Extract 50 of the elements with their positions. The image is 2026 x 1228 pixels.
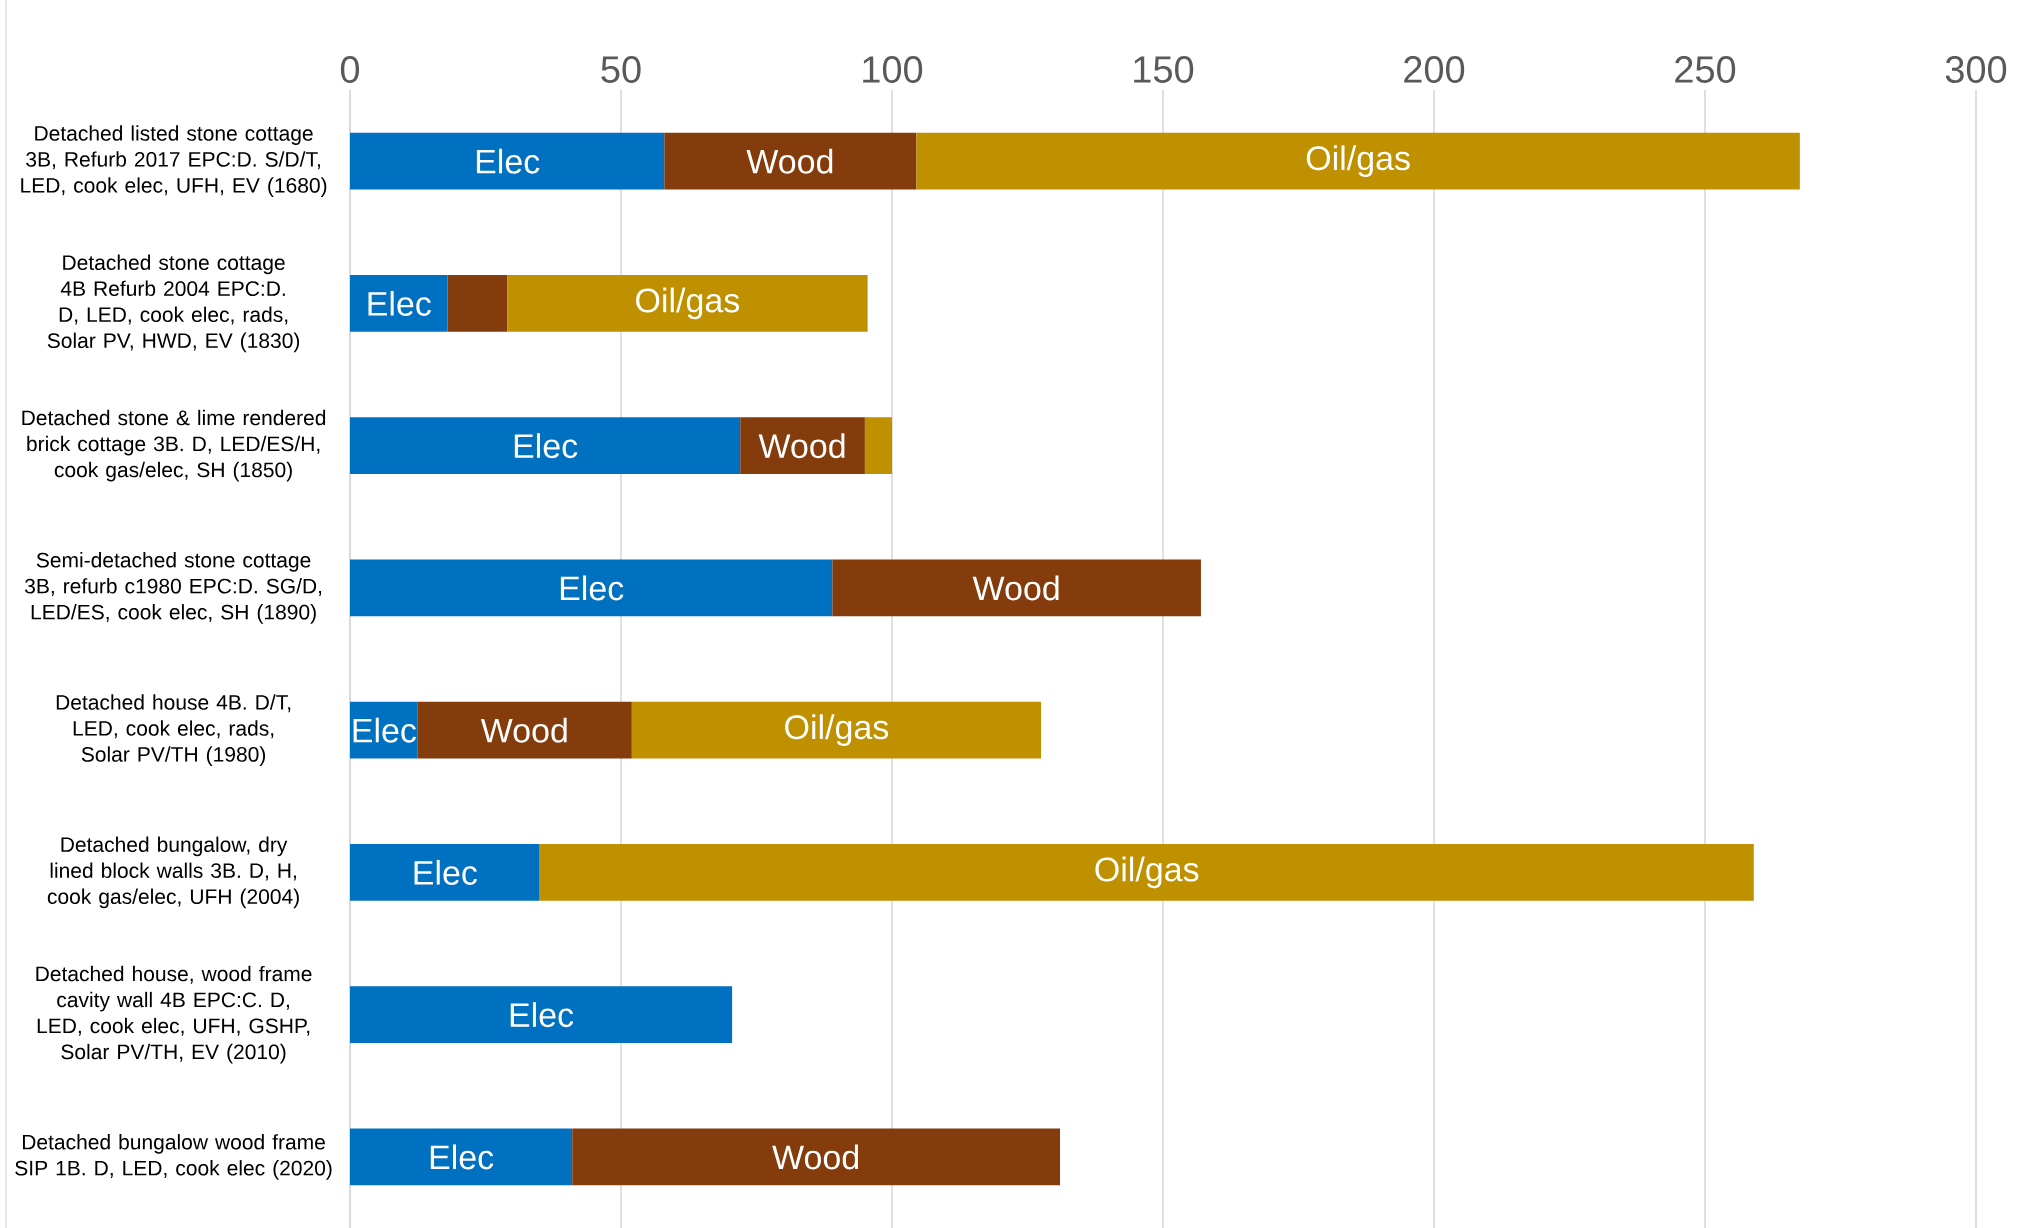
y-tick-label: Detached house 4B. D/T, LED, cook elec, rads, Solar PV/TH (1980) [56,694,291,766]
x-tick-label: 200 [1404,56,1465,83]
bar [349,1128,573,1186]
x-tick-label: 250 [1675,56,1736,83]
bar [349,274,448,332]
x-tick-label: 50 [601,56,641,83]
text: Wood [746,148,833,174]
text: Elec [510,1002,574,1028]
bar [631,701,1042,759]
text: Elec [560,575,624,601]
text: Elec [430,1144,494,1170]
text: Oil/gas [785,714,889,746]
text: Elec [476,148,540,174]
x-tick-label: 150 [1134,56,1194,83]
text: Elec [514,433,578,459]
y-tick-label: Detached bungalow wood frame SIP 1B. D, LED, cook elec (2020) [15,1134,332,1180]
bar [417,701,632,759]
bar [572,1128,1061,1186]
text: Wood [972,575,1059,601]
bar [740,417,865,475]
series-label: Oil/gas [1306,145,1410,177]
bar [916,132,1800,190]
bar [507,274,868,332]
x-tick-label: 300 [1945,56,2007,83]
bar [539,843,1754,901]
series-label: Wood [772,1144,859,1170]
y-tick-label: Detached stone & lime rendered brick cottage 3B. D, LED/ES/H, cook gas/elec, SH (1850) [22,409,326,482]
bar [447,274,508,332]
x-tick-label: 0 [340,56,360,83]
y-tick-label: Detached listed stone cottage 3B, Refurb 2017 EPC:D. S/D/T, LED, cook elec, UFH, EV (1680) [21,125,327,197]
bar [349,559,833,617]
text: Wood [758,433,845,459]
text: Oil/gas [636,287,740,320]
y-tick-label: Detached stone cottage 4B Refurb 2004 EPC:D. D, LED, cook elec, rads, Solar PV, HWD, EV (1830) [47,254,300,353]
bar [349,417,741,475]
text: Elec [368,290,431,316]
series-label: Elec [353,717,417,743]
text: Elec [414,859,477,885]
y-tick-label: Semi-detached stone cottage 3B, refurb c1980 EPC:D. SG/D, LED/ES, cook elec, SH (1890) [24,552,322,624]
x-tick-label: 100 [863,56,923,83]
bar [349,986,733,1044]
bar [832,559,1201,617]
text: Oil/gas [1095,856,1199,889]
y-tick-label: Detached bungalow, dry lined block walls 3B. D, H, cook gas/elec, UFH (2004) [47,836,299,909]
bar [349,843,540,901]
bar [864,417,892,475]
y-tick-label: Detached house, wood frame cavity wall 4B EPC:C. D, LED, cook elec, UFH, GSHP, Solar PV/TH, EV (2010) [36,965,312,1064]
bar [349,132,665,190]
text: Wood [480,717,567,743]
bar [664,132,917,190]
